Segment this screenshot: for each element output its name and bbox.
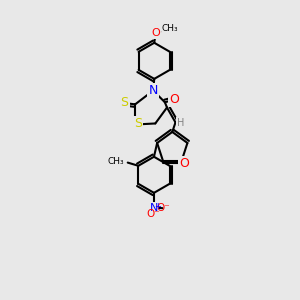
Text: CH₃: CH₃	[108, 157, 124, 166]
Text: H: H	[177, 118, 184, 128]
Text: O⁻: O⁻	[146, 209, 160, 219]
Text: N: N	[148, 84, 158, 97]
Text: O⁻: O⁻	[157, 203, 170, 213]
Text: N: N	[150, 203, 158, 213]
Text: O: O	[169, 92, 179, 106]
Text: +: +	[154, 202, 160, 211]
Text: O: O	[179, 158, 189, 170]
Text: O: O	[151, 28, 160, 38]
Text: S: S	[121, 96, 128, 109]
Text: S: S	[134, 117, 142, 130]
Text: CH₃: CH₃	[162, 25, 178, 34]
